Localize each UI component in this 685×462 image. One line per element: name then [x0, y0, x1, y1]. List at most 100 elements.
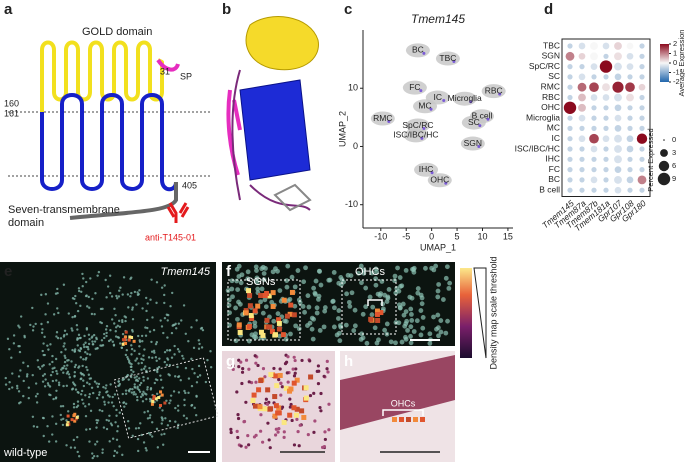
tissue-dot [103, 400, 106, 404]
tissue-dot [76, 435, 79, 439]
tissue-dot [160, 325, 164, 328]
tissue-dot [254, 275, 260, 281]
dot [578, 73, 586, 81]
tissue-dot [32, 425, 36, 428]
tissue-dot [338, 282, 344, 288]
tissue-dot [263, 304, 269, 310]
signal-spot [246, 288, 252, 294]
tissue-dot [23, 336, 26, 339]
tissue-dot [82, 384, 86, 388]
tissue-dot [84, 405, 87, 408]
tissue-dot [308, 359, 312, 363]
tissue-dot [288, 331, 293, 337]
tissue-dot [124, 319, 127, 323]
tissue-dot [145, 449, 148, 452]
y-tick-label: 10 [348, 83, 358, 93]
signal-spot [124, 335, 128, 339]
signal-spot [268, 406, 274, 412]
signal-spot [303, 395, 309, 401]
dot [579, 64, 585, 70]
tissue-dot [101, 307, 104, 311]
tissue-dot [197, 347, 201, 350]
tissue-dot [107, 419, 111, 422]
tissue-dot [130, 375, 133, 379]
tissue-dot [91, 456, 94, 460]
x-tick-label: 0 [429, 231, 434, 241]
tissue-dot [279, 381, 283, 385]
tissue-dot [235, 390, 239, 394]
signal-spot [258, 293, 264, 299]
tissue-dot [92, 454, 96, 458]
antibody-label: anti-T145-01 [145, 232, 196, 242]
tissue-dot [84, 294, 88, 298]
tissue-dot [293, 371, 297, 375]
tissue-dot [80, 389, 84, 393]
tissue-dot [88, 427, 92, 431]
dot [591, 74, 597, 80]
tissue-dot [124, 353, 128, 357]
tissue-dot [195, 319, 198, 322]
region-label: OHCs [355, 266, 385, 278]
tissue-dot [40, 293, 43, 297]
tissue-dot [200, 346, 204, 349]
size-legend-title: Percent Expressed [646, 128, 655, 191]
tissue-dot [117, 380, 120, 383]
tissue-dot [54, 422, 58, 426]
tissue-dot [118, 289, 121, 292]
signal-spot [283, 385, 289, 391]
tissue-dot [411, 267, 416, 273]
dot [602, 42, 610, 50]
tissue-dot [114, 421, 117, 424]
tissue-dot [82, 343, 86, 346]
tissue-dot [163, 284, 166, 287]
tissue-dot [239, 360, 243, 364]
tissue-dot [277, 378, 281, 382]
tissue-dot [163, 316, 167, 320]
signal-spot [236, 322, 242, 328]
tissue-dot [55, 379, 58, 382]
signal-spot [249, 315, 255, 321]
tissue-dot [173, 344, 176, 348]
tissue-band [340, 355, 455, 430]
cell-type-label: B cell [539, 184, 560, 194]
tissue-dot [49, 393, 52, 397]
tissue-dot [237, 301, 243, 307]
tissue-dot [127, 427, 131, 430]
tissue-dot [123, 315, 126, 318]
signal-spot [150, 402, 154, 406]
expressing-cell [477, 145, 481, 149]
tissue-dot [121, 319, 124, 322]
cell-type-label: ISC/IBC/HC [515, 143, 560, 153]
tissue-dot [130, 347, 134, 351]
tissue-dot [86, 368, 89, 372]
tissue-dot [331, 270, 337, 275]
tissue-dot [327, 402, 331, 406]
cluster-label: BC [412, 45, 424, 55]
tissue-dot [64, 367, 68, 370]
tissue-dot [349, 290, 355, 296]
dot [579, 125, 585, 131]
tissue-dot [436, 282, 442, 287]
tissue-dot [396, 302, 402, 308]
tissue-dot [36, 359, 39, 362]
tissue-dot [85, 428, 88, 431]
threshold-wedge [473, 267, 487, 359]
tissue-dot [240, 381, 244, 386]
signal-spot [392, 417, 397, 422]
tissue-dot [298, 423, 302, 427]
dot [578, 52, 586, 60]
tissue-dot [135, 375, 138, 378]
signal-spot [272, 394, 278, 400]
tissue-dot [52, 313, 56, 316]
tissue-dot [87, 395, 91, 399]
tissue-dot [82, 277, 85, 280]
tissue-dot [43, 385, 47, 388]
tissue-dot [236, 413, 240, 417]
expressing-cell [420, 136, 424, 140]
signal-spot [127, 338, 131, 342]
dot [591, 115, 597, 121]
tissue-dot [327, 428, 331, 432]
signal-spot [293, 412, 299, 418]
signal-spot [246, 323, 252, 329]
tissue-dot [260, 310, 266, 316]
